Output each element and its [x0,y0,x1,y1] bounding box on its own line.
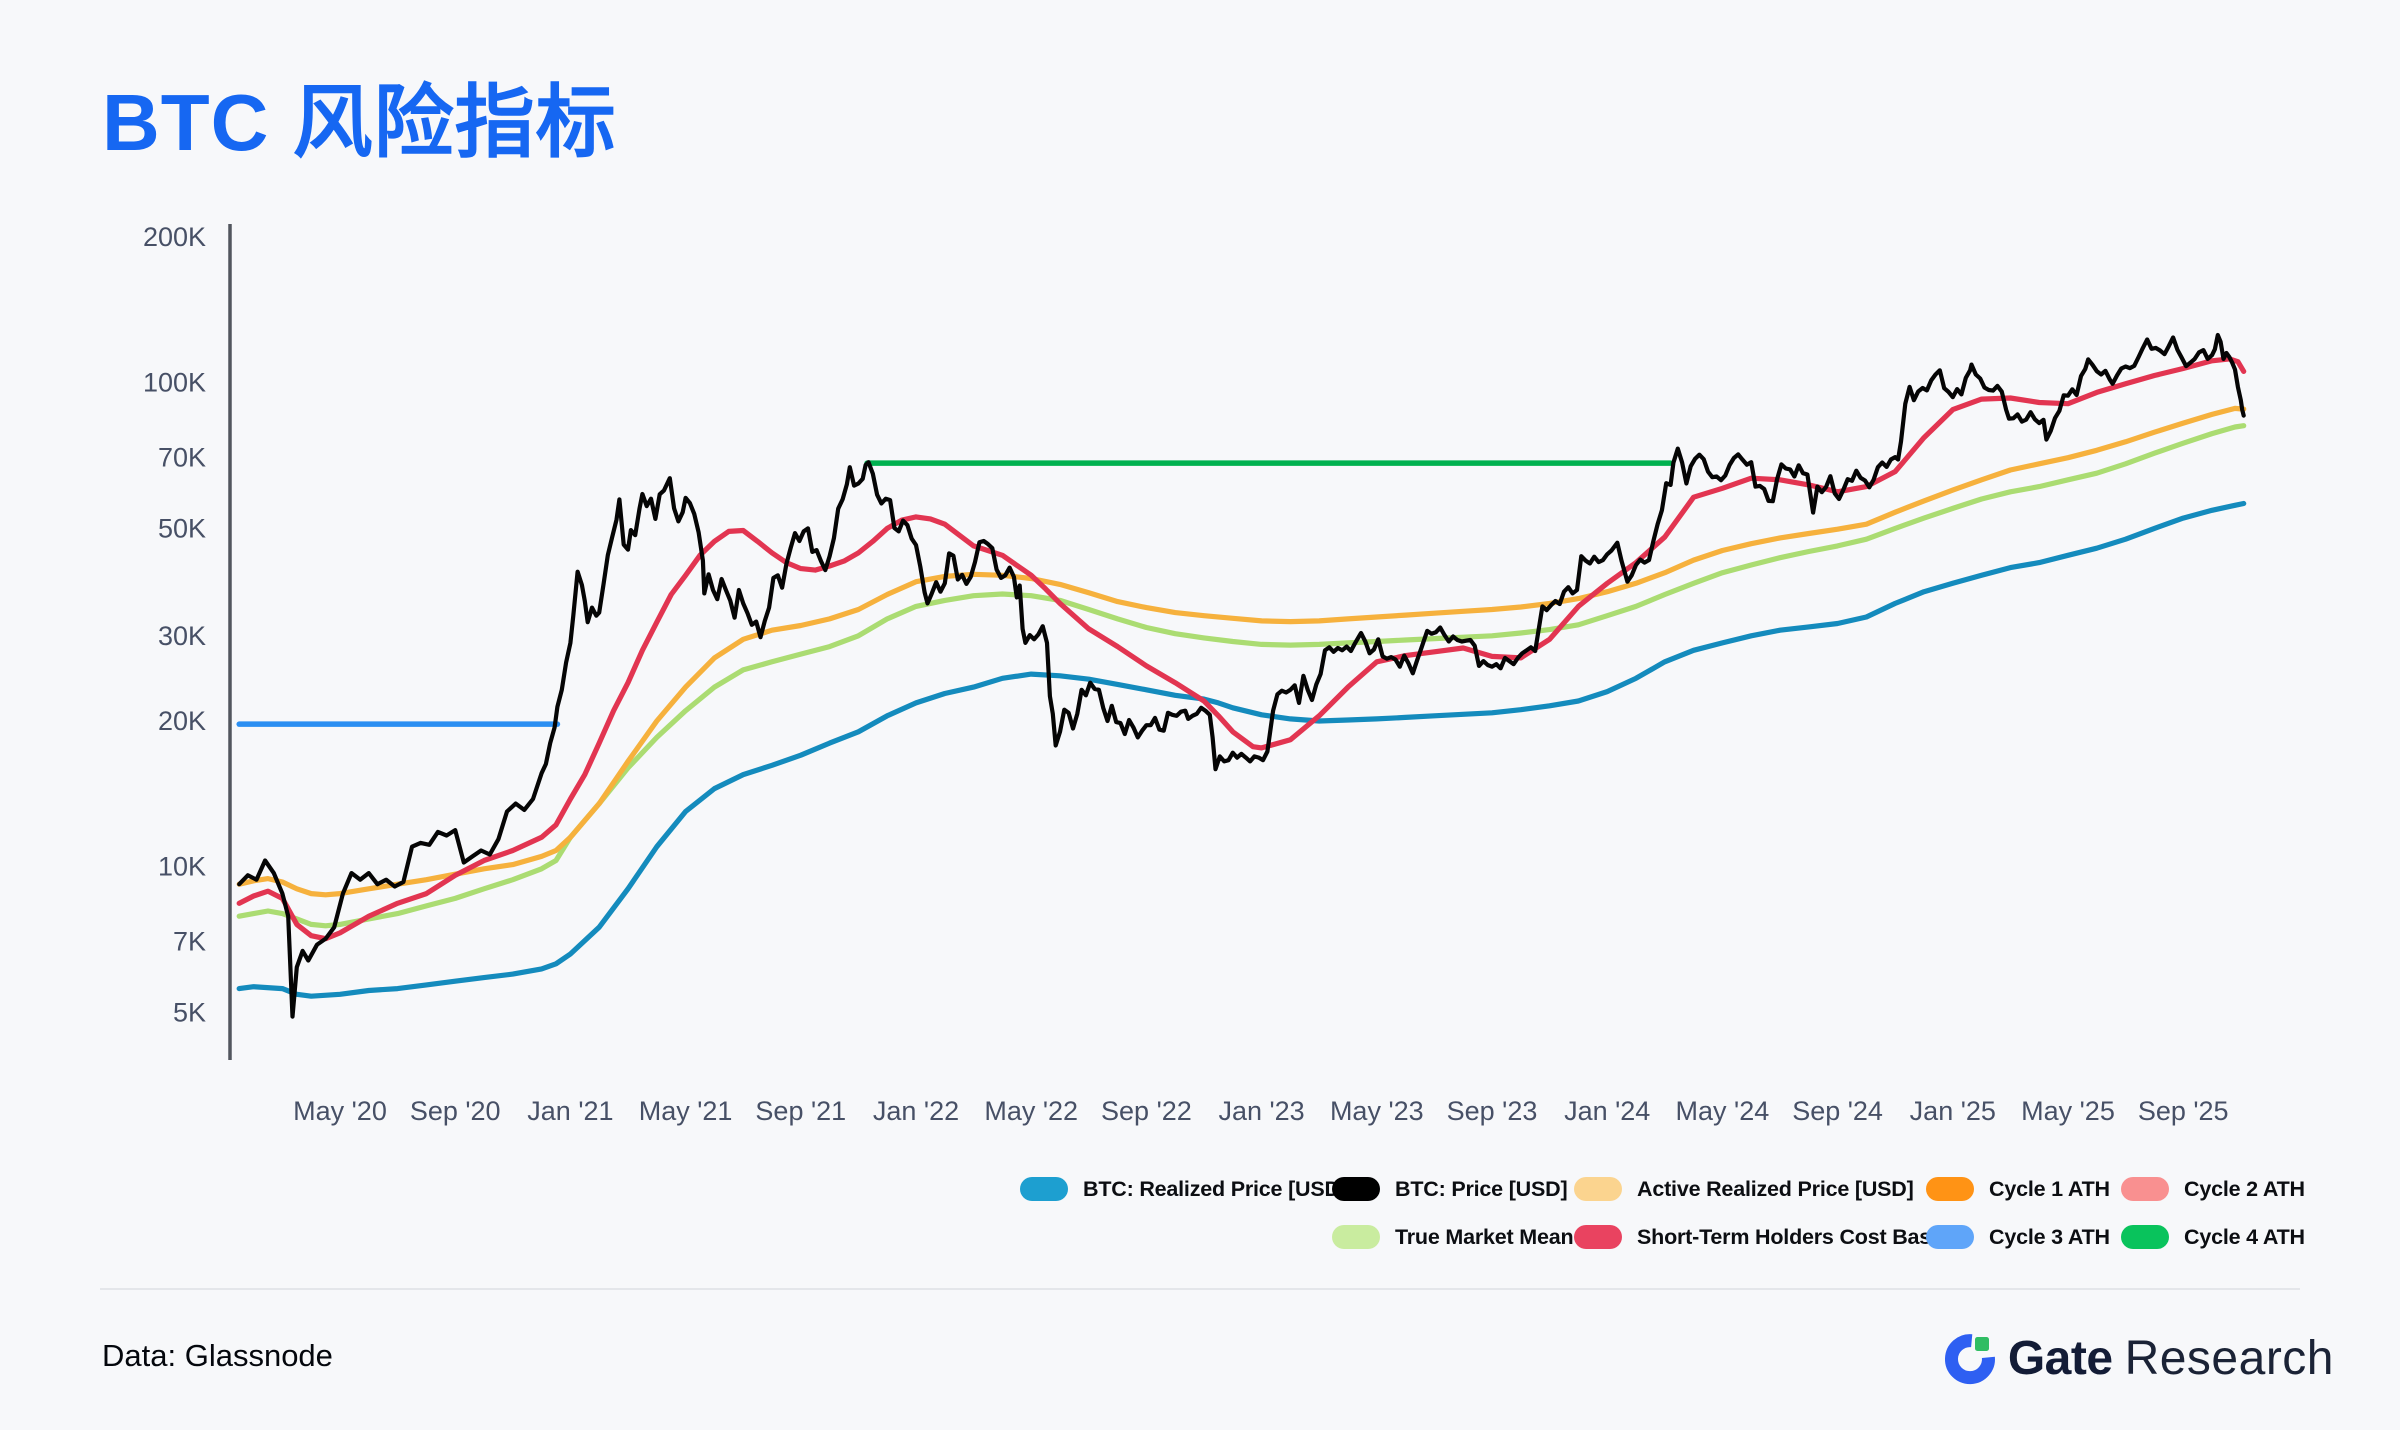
legend-swatch-cycle-1-ath [1926,1177,1974,1201]
y-axis-tick-labels: 200K 100K 70K 50K 30K 20K 10K 7K 5K [143,222,206,1027]
page-title: BTC 风险指标 [102,78,617,167]
x-tick: Jan '21 [527,1096,613,1126]
x-tick: May '24 [1676,1096,1770,1126]
legend-item-cycle-1-ath: Cycle 1 ATH [1926,1176,2110,1202]
footer-divider [100,1288,2300,1290]
x-tick: May '22 [984,1096,1078,1126]
series-btc-realized-price [236,500,2247,999]
x-tick: Jan '24 [1564,1096,1650,1126]
x-tick: May '25 [2021,1096,2115,1126]
legend-label: Cycle 1 ATH [1989,1176,2110,1201]
gate-research-logo: Gate Research [1942,1330,2334,1386]
x-tick: May '23 [1330,1096,1424,1126]
legend-label: Cycle 2 ATH [2184,1176,2305,1201]
y-tick-200K: 200K [143,222,206,252]
y-tick-100K: 100K [143,368,206,398]
x-tick: Sep '23 [1447,1096,1538,1126]
legend-swatch-btc-price [1332,1177,1380,1201]
legend-swatch-short-term-holders-cost-basis [1574,1225,1622,1249]
x-tick: Jan '22 [873,1096,959,1126]
x-tick: Sep '21 [755,1096,846,1126]
legend-item-true-market-mean: True Market Mean [1332,1224,1574,1250]
legend-item-short-term-holders-cost-basis: Short-Term Holders Cost Basis [1574,1224,1949,1250]
x-tick: May '21 [639,1096,733,1126]
x-tick: Jan '23 [1218,1096,1304,1126]
x-tick: Sep '25 [2138,1096,2229,1126]
legend-label: BTC: Realized Price [USD] [1083,1176,1347,1201]
legend-label: Active Realized Price [USD] [1637,1176,1914,1201]
series-true-market-mean [236,423,2247,929]
legend-item-cycle-2-ath: Cycle 2 ATH [2121,1176,2305,1202]
y-tick-20K: 20K [158,706,206,736]
x-tick: Sep '20 [410,1096,501,1126]
brand-name-bold: Gate [2007,1331,2113,1385]
y-tick-50K: 50K [158,513,206,543]
y-tick-10K: 10K [158,852,206,882]
series-active-realized-price [236,405,2247,898]
legend-item-btc-price: BTC: Price [USD] [1332,1176,1568,1202]
data-source-label: Data: Glassnode [102,1338,333,1373]
legend-item-btc-realized-price: BTC: Realized Price [USD] [1020,1176,1347,1202]
legend-swatch-cycle-4-ath [2121,1225,2169,1249]
btc-risk-chart: 200K 100K 70K 50K 30K 20K 10K 7K 5K May '20 Sep '… [143,222,2247,1126]
y-tick-30K: 30K [158,621,206,651]
x-tick: Sep '22 [1101,1096,1192,1126]
legend-swatch-true-market-mean [1332,1225,1380,1249]
x-tick: Jan '25 [1910,1096,1996,1126]
y-tick-5K: 5K [173,997,206,1027]
legend-label: Short-Term Holders Cost Basis [1637,1224,1949,1249]
brand-name-light: Research [2124,1331,2334,1385]
legend-item-active-realized-price: Active Realized Price [USD] [1574,1176,1914,1202]
y-tick-7K: 7K [173,927,206,957]
legend-label: BTC: Price [USD] [1395,1176,1568,1201]
legend-label: Cycle 3 ATH [1989,1224,2110,1249]
legend-item-cycle-3-ath: Cycle 3 ATH [1926,1224,2110,1250]
legend-swatch-btc-realized-price [1020,1177,1068,1201]
legend-swatch-cycle-2-ath [2121,1177,2169,1201]
legend-swatch-cycle-3-ath [1926,1225,1974,1249]
x-axis-tick-labels: May '20 Sep '20 Jan '21 May '21 Sep '21 Jan '… [293,1096,2228,1126]
legend-label: Cycle 4 ATH [2184,1224,2305,1249]
x-tick: May '20 [293,1096,387,1126]
legend-label: True Market Mean [1395,1224,1574,1249]
series-short-term-holders-cost-basis [236,356,2247,942]
series-lines [236,332,2247,1019]
series-btc-price [237,332,2246,1019]
legend-item-cycle-4-ath: Cycle 4 ATH [2121,1224,2305,1250]
legend-swatch-active-realized-price [1574,1177,1622,1201]
x-tick: Sep '24 [1792,1096,1883,1126]
gate-logo-icon [1944,1334,1995,1385]
y-tick-70K: 70K [158,443,206,473]
